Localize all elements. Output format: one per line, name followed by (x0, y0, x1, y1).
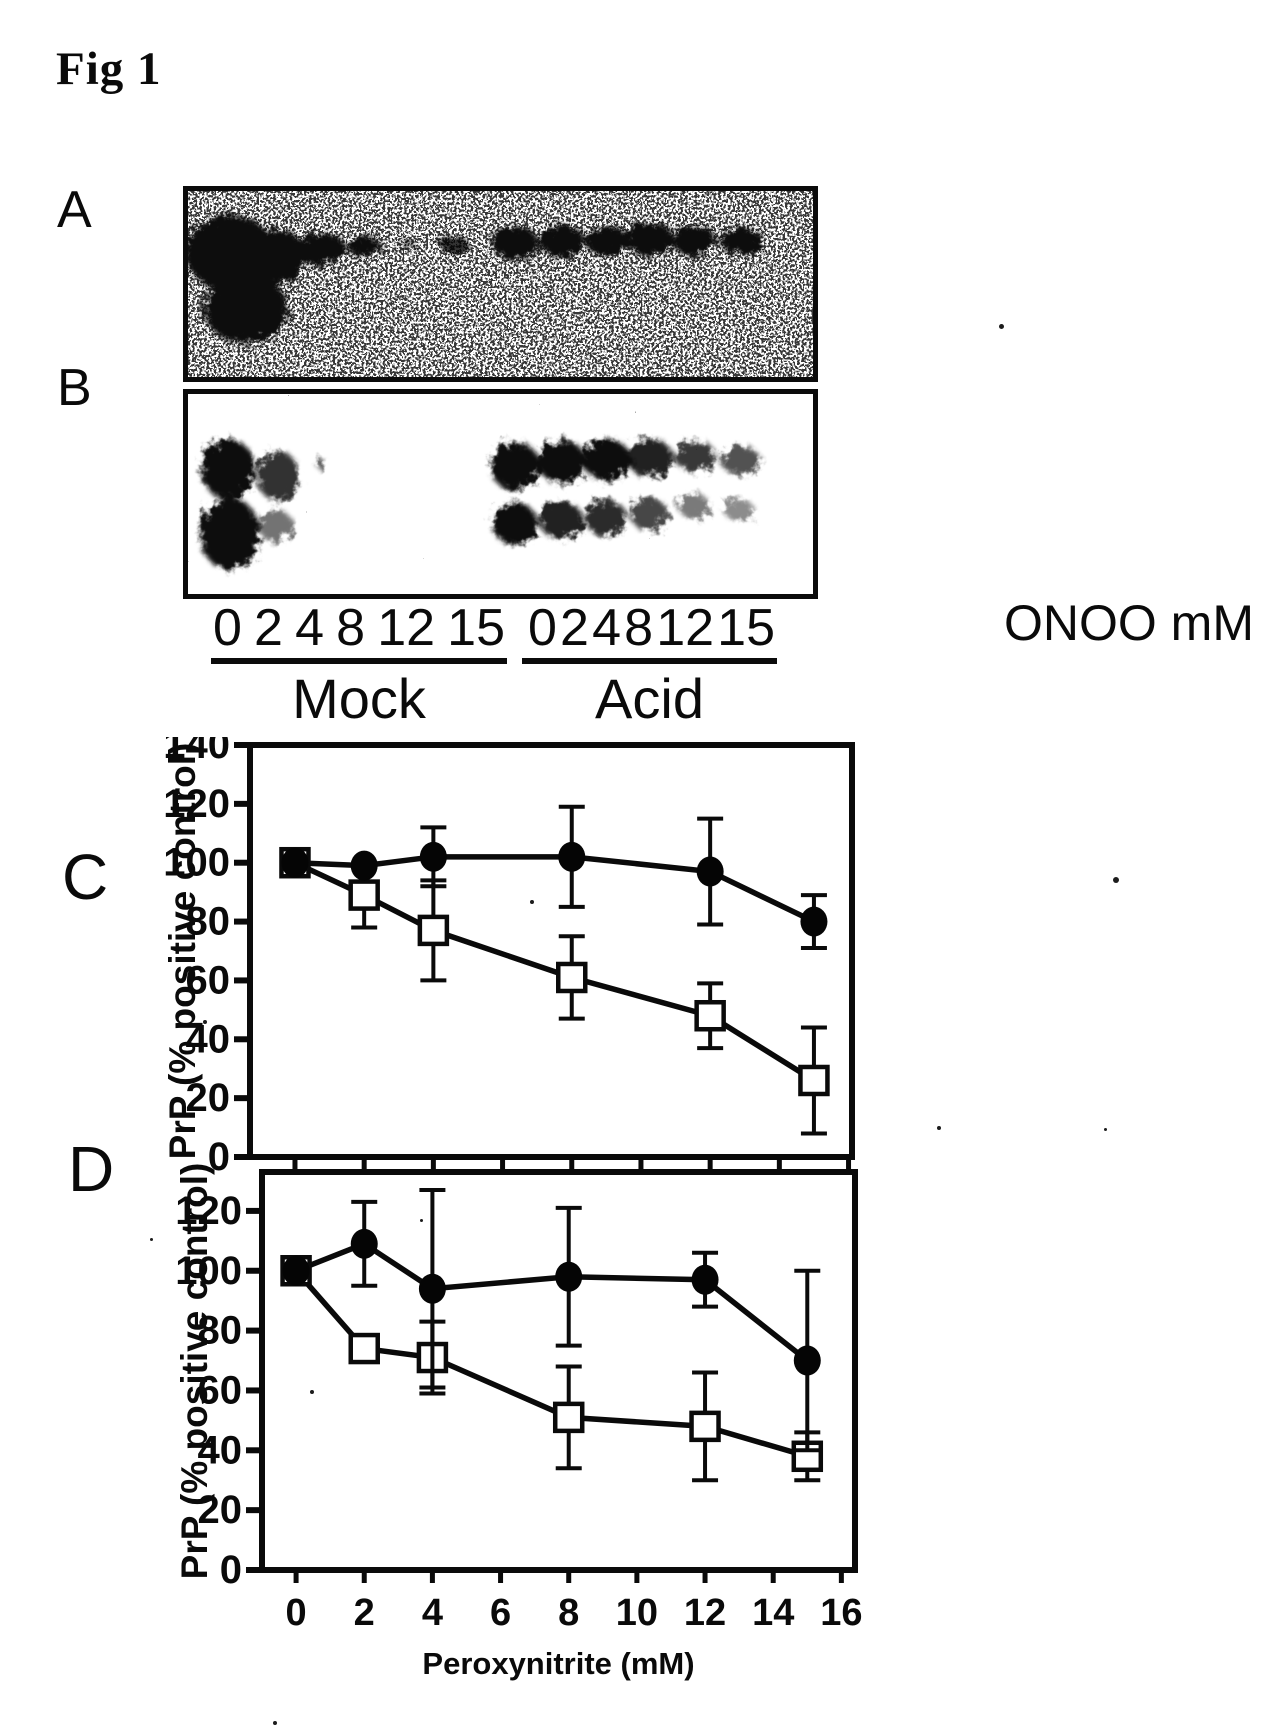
lane-concentration: 12 (656, 599, 715, 657)
mock-group-label: Mock (292, 667, 426, 730)
speck-artifact (937, 1126, 941, 1130)
series-filled-circle (281, 804, 828, 951)
y-tick-label: 120 (163, 782, 230, 826)
x-tick-label: 14 (752, 1592, 794, 1634)
blot-a-svg (188, 191, 813, 377)
data-point-filled-circle (793, 1345, 821, 1376)
series-filled-circle (282, 1187, 821, 1453)
lane-concentration: 8 (336, 599, 366, 657)
lane-concentration: 15 (447, 599, 505, 657)
blot-b-svg (188, 394, 813, 594)
y-tick-label: 100 (175, 1249, 242, 1293)
mock-underline (211, 658, 507, 664)
lane-concentration: 12 (377, 599, 436, 657)
y-axis-title: PrP (% positive control) (174, 1163, 215, 1579)
data-point-filled-circle (691, 1264, 719, 1295)
x-tick-label: 16 (820, 1592, 862, 1634)
lane-concentration: 4 (592, 599, 622, 657)
lane-concentration: 8 (624, 599, 654, 657)
y-tick-label: 0 (220, 1548, 242, 1592)
speck-artifact (530, 900, 534, 904)
data-point-filled-circle (558, 841, 586, 872)
blot-a-grain (188, 191, 813, 377)
speck-artifact (273, 1721, 277, 1725)
data-point-filled-circle (555, 1261, 583, 1292)
x-tick-label: 4 (422, 1592, 443, 1634)
y-tick-label: 60 (198, 1368, 243, 1412)
chart-d-plot: 0 20 40 60 80 100 120 0 2 4 6 8 10 12 14 16 PrP (% posit… (174, 1163, 863, 1681)
speck-artifact (203, 1020, 207, 1024)
panel-d-label: D (68, 1133, 115, 1205)
lane-concentration: 0 (528, 599, 557, 657)
data-point-filled-circle (696, 856, 724, 887)
speck-artifact (999, 324, 1004, 329)
data-point-filled-circle (418, 1273, 446, 1304)
data-point-filled-circle (282, 1255, 310, 1286)
data-point-open-square (694, 999, 726, 1032)
y-axis-title: PrP (% positive control) (162, 743, 203, 1160)
y-tick-label: 120 (175, 1189, 242, 1233)
speck-artifact (150, 1238, 153, 1241)
y-tick-label: 80 (198, 1309, 243, 1353)
data-point-open-square (689, 1410, 721, 1443)
x-tick-label: 8 (558, 1592, 579, 1634)
speck-artifact (1113, 877, 1119, 883)
x-tick-label: 12 (684, 1592, 726, 1634)
x-tick-label: 10 (616, 1592, 658, 1634)
data-point-open-square (348, 879, 380, 911)
x-tick-label: 0 (286, 1592, 307, 1634)
acid-lane-labels: 0 2 4 8 12 15 (528, 598, 775, 658)
onoo-unit-label: ONOO mM (1004, 595, 1254, 651)
acid-group-label: Acid (595, 667, 704, 730)
data-point-open-square (552, 1401, 585, 1434)
data-point-filled-circle (281, 847, 309, 878)
y-tick-label: 20 (198, 1488, 243, 1532)
data-point-filled-circle (800, 906, 828, 937)
y-tick-label: 20 (186, 1076, 231, 1120)
y-tick-label: 80 (186, 900, 231, 944)
y-tick-label: 100 (163, 841, 230, 885)
lane-concentration: 2 (254, 599, 283, 657)
y-tick-label: 140 (163, 737, 230, 767)
panel-b-label: B (57, 359, 92, 417)
data-point-filled-circle (419, 841, 447, 872)
blot-a-bands (188, 215, 764, 343)
y-tick-label: 40 (198, 1428, 243, 1472)
lane-concentration: 4 (295, 599, 325, 657)
lane-concentration: 15 (717, 599, 775, 657)
series-open-square (280, 1255, 824, 1483)
data-point-filled-circle (350, 1228, 378, 1259)
series-open-square (279, 846, 830, 1136)
acid-underline (522, 658, 777, 664)
data-point-open-square (348, 1332, 380, 1365)
plot-frame (259, 1169, 858, 1573)
data-point-open-square (417, 914, 450, 947)
y-tick-label: 40 (186, 1017, 231, 1061)
data-point-open-square (556, 961, 588, 994)
x-tick-label: 6 (490, 1592, 511, 1634)
y-tick-label: 60 (186, 958, 231, 1002)
panel-c-label: C (62, 841, 109, 913)
plot-frame (247, 742, 855, 1160)
lane-concentration: 2 (560, 599, 589, 657)
blot-a-image (183, 186, 818, 382)
speck-artifact (420, 1219, 423, 1222)
mock-lane-labels: 0 2 4 8 12 15 (213, 598, 505, 658)
speck-artifact (1104, 1128, 1107, 1131)
speck-artifact (310, 1390, 314, 1394)
x-tick-label: 2 (354, 1592, 375, 1634)
lane-concentration: 0 (213, 599, 242, 657)
y-tick-label: 0 (208, 1135, 230, 1179)
panel-a-label: A (57, 181, 92, 239)
blot-b-image (183, 389, 818, 599)
data-point-filled-circle (350, 850, 378, 881)
figure-title: Fig 1 (56, 43, 162, 95)
x-axis-title: Peroxynitrite (mM) (422, 1646, 694, 1681)
data-point-open-square (798, 1064, 830, 1097)
blot-b-bands (200, 439, 760, 570)
